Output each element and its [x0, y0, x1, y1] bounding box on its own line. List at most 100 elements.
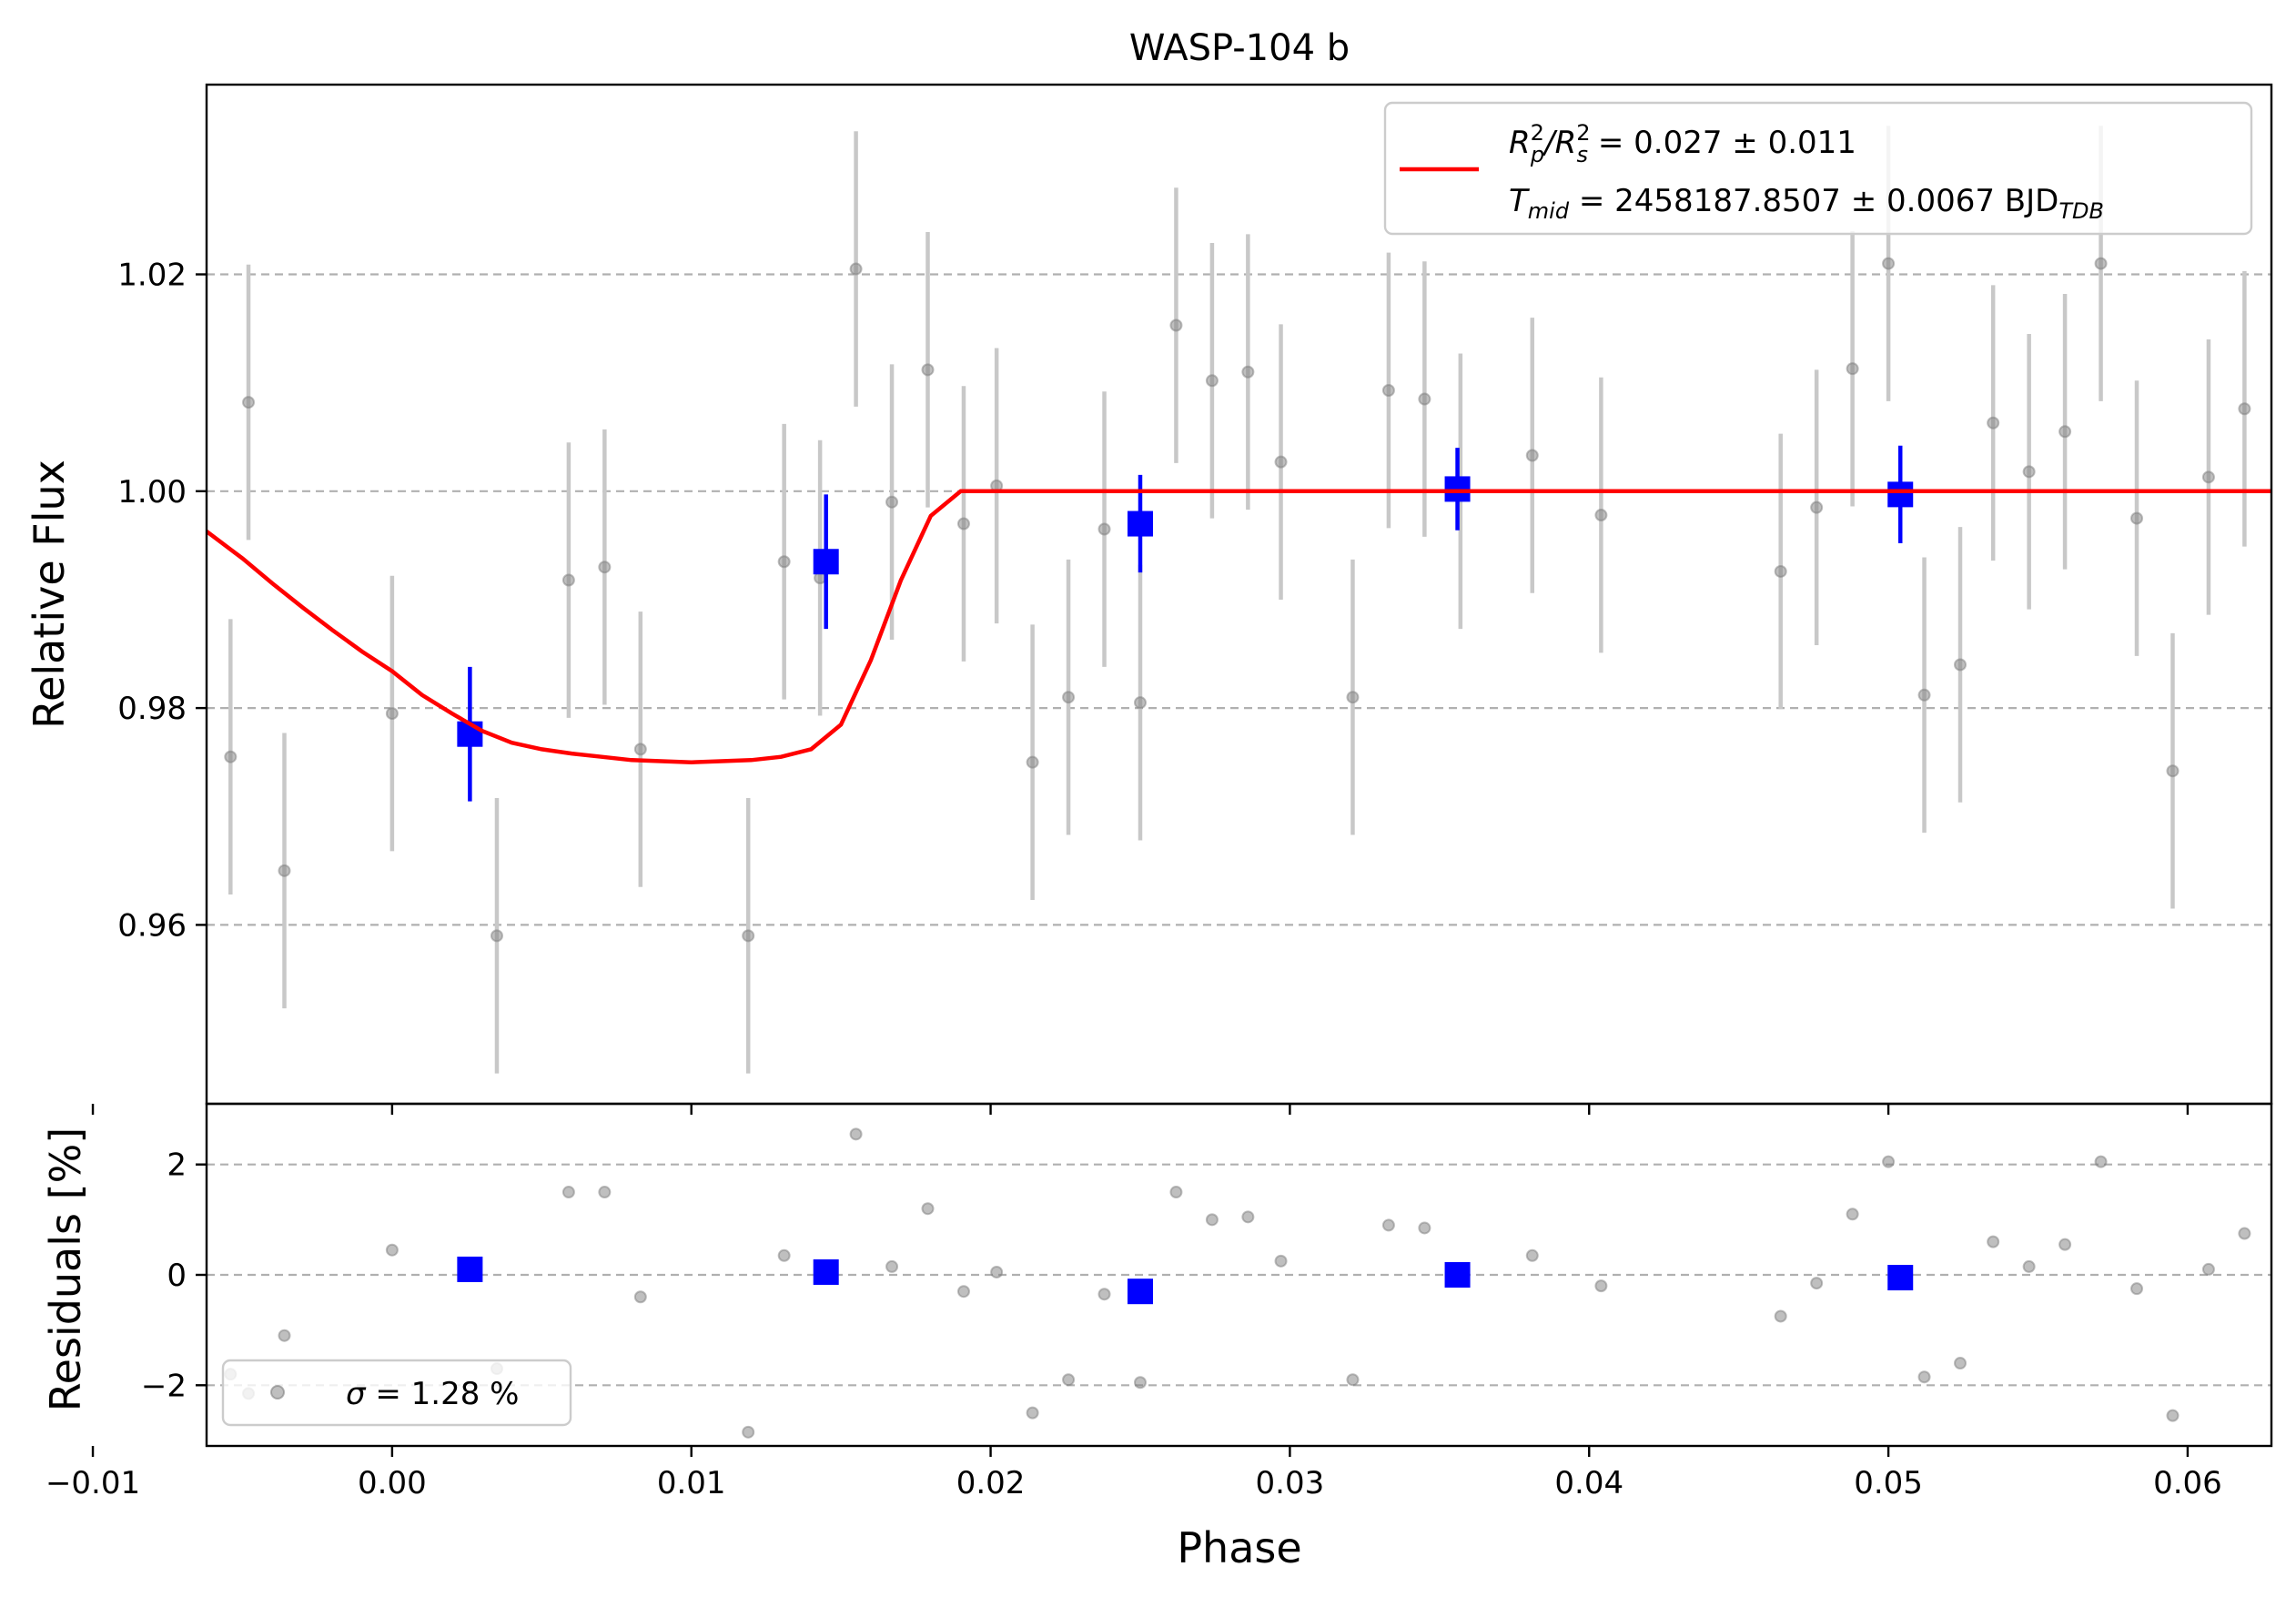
transit-model-curve	[207, 489, 2271, 764]
residual-point-43	[2130, 1282, 2144, 1296]
residual-point-24	[1169, 1186, 1183, 1199]
residual-point-11	[598, 1186, 612, 1199]
binned-point-4	[1444, 476, 1471, 502]
residual-point-35	[1846, 1208, 1859, 1221]
residuals-ticks: −2 0 2 −0.01 0.00 0.01 0.02 0.03 0.04 0.05 0.06	[46, 1147, 2222, 1501]
x-tick-label-1: 0.00	[358, 1465, 427, 1501]
residual-point-34	[1810, 1277, 1824, 1290]
residual-point-41	[2058, 1238, 2072, 1251]
residual-point-17	[921, 1202, 935, 1216]
residual-point-46	[2238, 1227, 2251, 1240]
light-curve-panel: 0.960.981.001.02 Relative Flux R2 p/R2 s =…	[25, 83, 2273, 1115]
flux-point-18	[885, 495, 899, 509]
binned-residual-1	[457, 1256, 483, 1282]
residual-point-30	[1418, 1221, 1431, 1235]
flux-point-8	[278, 864, 291, 877]
flux-point-22	[1026, 755, 1039, 769]
flux-point-48	[2201, 470, 2215, 484]
flux-point-30	[1346, 691, 1360, 704]
light-curve-ticks: 0.96 0.98 1.00 1.02	[91, 258, 2190, 1115]
flux-point-14	[742, 929, 755, 943]
flux-point-34	[1525, 449, 1539, 462]
legend-frame	[1383, 101, 2253, 236]
legend-sub-mid: mid	[1528, 198, 1570, 224]
sigma-symbol: σ	[346, 1376, 367, 1412]
x-tick-label-6: 0.05	[1854, 1465, 1923, 1501]
binned-residual-3	[1127, 1279, 1153, 1305]
residual-point-33	[1774, 1309, 1787, 1323]
residual-point-14	[777, 1248, 791, 1262]
flux-point-17	[849, 262, 863, 276]
residual-point-19	[990, 1265, 1004, 1279]
flux-point-36	[1774, 564, 1787, 578]
flux-point-29	[1274, 455, 1288, 469]
legend-rp-value: = 0.027 ± 0.011	[1588, 125, 1856, 161]
residual-point-42	[2094, 1155, 2108, 1168]
y-tick-label-flux-2: 1.00	[117, 474, 187, 510]
flux-point-41	[1954, 658, 1967, 672]
residual-point-8	[385, 1243, 399, 1257]
flux-point-39	[1882, 257, 1896, 270]
residuals-legend: σ = 1.28 %	[221, 1359, 572, 1427]
residuals-binned	[457, 1256, 1914, 1305]
residual-point-7	[278, 1329, 291, 1342]
residual-point-37	[1917, 1370, 1931, 1384]
flux-point-35	[1594, 509, 1608, 522]
x-tick-label-4: 0.03	[1256, 1465, 1325, 1501]
y-tick-label-residuals-0: −2	[141, 1368, 187, 1404]
residual-point-27	[1274, 1254, 1288, 1268]
light-curve-model	[207, 489, 2271, 764]
x-axis-label-phase: Phase	[1177, 1523, 1301, 1572]
flux-point-23	[1062, 691, 1076, 704]
legend-rs: /R	[1542, 125, 1576, 161]
y-tick-label-flux-3: 1.02	[117, 258, 187, 294]
y-tick-label-flux-0: 0.96	[117, 907, 187, 944]
flux-point-31	[1381, 384, 1395, 397]
residual-point-18	[956, 1285, 970, 1299]
residual-point-20	[1026, 1406, 1039, 1420]
residual-point-26	[1241, 1210, 1255, 1224]
legend-tmid-value: = 2458187.8507 ± 0.0067 BJD	[1569, 183, 2058, 219]
residual-point-25	[1205, 1213, 1219, 1227]
flux-point-19	[921, 363, 935, 377]
flux-point-12	[598, 561, 612, 574]
flux-point-45	[2094, 257, 2108, 270]
binned-residual-5	[1887, 1265, 1914, 1291]
flux-point-2	[242, 396, 256, 409]
residual-point-40	[2022, 1259, 2036, 1273]
residual-point-22	[1097, 1288, 1111, 1301]
flux-point-27	[1205, 374, 1219, 388]
flux-point-37	[1810, 500, 1824, 514]
legend-t: T	[1509, 183, 1530, 219]
flux-point-9	[385, 707, 399, 721]
residual-point-44	[2166, 1409, 2180, 1422]
flux-point-28	[1241, 365, 1255, 379]
flux-point-10	[490, 929, 503, 943]
flux-point-46	[2130, 511, 2144, 525]
residual-point-16	[885, 1259, 899, 1273]
legend-sub-p: p	[1530, 142, 1544, 167]
flux-point-47	[2166, 764, 2180, 778]
residuals-legend-marker	[270, 1385, 285, 1400]
flux-point-26	[1169, 318, 1183, 332]
residual-point-38	[1954, 1357, 1967, 1370]
flux-point-24	[1097, 522, 1111, 536]
flux-point-11	[561, 573, 575, 587]
residual-point-15	[849, 1127, 863, 1141]
flux-point-49	[2238, 402, 2251, 416]
x-tick-label-7: 0.06	[2153, 1465, 2222, 1501]
flux-point-13	[633, 743, 647, 756]
y-axis-label-residuals: Residuals [%]	[41, 1127, 90, 1411]
flux-point-20	[956, 517, 970, 531]
residuals-panel: −2 0 2 −0.01 0.00 0.01 0.02 0.03 0.04 0.05 0.06 Re…	[41, 1102, 2273, 1572]
residuals-data	[224, 1127, 2271, 1439]
flux-point-40	[1917, 688, 1931, 702]
residual-point-12	[633, 1290, 647, 1304]
y-tick-label-residuals-2: 2	[167, 1147, 187, 1184]
flux-point-1	[224, 750, 238, 763]
residual-point-10	[561, 1186, 575, 1199]
y-axis-label-flux: Relative Flux	[25, 460, 74, 729]
residual-point-45	[2201, 1262, 2215, 1276]
flux-point-32	[1418, 392, 1431, 406]
